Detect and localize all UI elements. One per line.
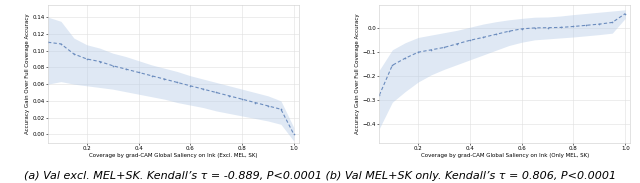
Y-axis label: Accuracy Gain Over Full Coverage Accuracy: Accuracy Gain Over Full Coverage Accurac… [355,13,360,134]
X-axis label: Coverage by grad-CAM Global Saliency on Ink (Only MEL, SK): Coverage by grad-CAM Global Saliency on … [420,153,589,158]
X-axis label: Coverage by grad-CAM Global Saliency on Ink (Excl. MEL, SK): Coverage by grad-CAM Global Saliency on … [89,153,258,158]
Text: (a) Val excl. MEL+SK. Kendall’s τ = -0.889, P<0.0001 (b) Val MEL+SK only. Kendal: (a) Val excl. MEL+SK. Kendall’s τ = -0.8… [24,171,616,181]
Y-axis label: Accuracy Gain Over Full Coverage Accuracy: Accuracy Gain Over Full Coverage Accurac… [25,13,30,134]
